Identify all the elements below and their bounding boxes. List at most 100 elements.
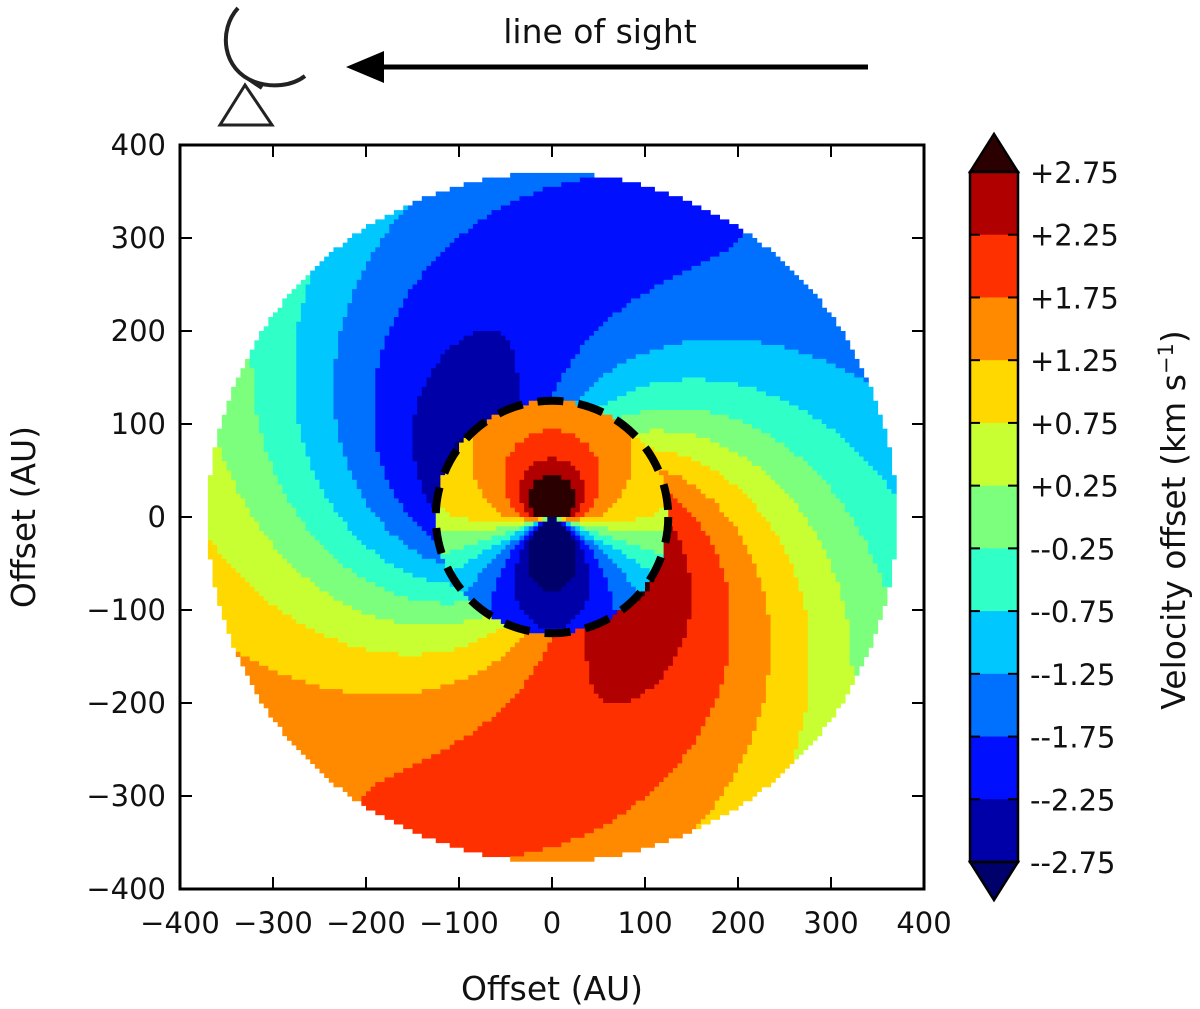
heatmap-cell-run: [640, 596, 693, 602]
heatmap-cell-run: [570, 507, 581, 513]
heatmap-cell-run: [538, 517, 544, 523]
heatmap-cell-run: [356, 484, 390, 490]
heatmap-cell-run: [231, 642, 348, 648]
heatmap-cell-run: [370, 256, 437, 262]
heatmap-cell-run: [505, 530, 516, 537]
heatmap-cell-run: [561, 377, 600, 383]
heatmap-cell-run: [333, 372, 376, 379]
heatmap-cell-run: [589, 442, 632, 448]
heatmap-cell-run: [486, 665, 534, 672]
heatmap-cell-run: [798, 586, 841, 592]
colorbar-tick-label: +0.25: [1030, 470, 1119, 504]
heatmap-cell-run: [254, 689, 344, 695]
heatmap-cell-run: [291, 614, 376, 620]
heatmap-cell-run: [686, 623, 730, 630]
heatmap-cell-run: [654, 684, 720, 690]
heatmap-cell-run: [347, 521, 386, 527]
heatmap-cell-run: [868, 549, 897, 555]
heatmap-cell-run: [784, 489, 832, 495]
heatmap-cell-run: [268, 451, 307, 458]
colorbar-segment: [970, 422, 1018, 487]
heatmap-cell-run: [682, 503, 720, 509]
heatmap-cell-run: [375, 372, 432, 379]
heatmap-cell-run: [575, 558, 586, 565]
heatmap-cell-run: [561, 372, 604, 379]
heatmap-cell-run: [207, 498, 246, 504]
heatmap-cell-run: [519, 540, 525, 546]
heatmap-cell-run: [621, 493, 669, 499]
heatmap-cell-run: [658, 782, 730, 788]
heatmap-cell-run: [798, 405, 879, 411]
heatmap-cell-run: [803, 726, 823, 732]
heatmap-cell-run: [510, 451, 595, 458]
heatmap-cell-run: [217, 591, 260, 597]
heatmap-cell-run: [728, 447, 790, 453]
heatmap-cell-run: [375, 419, 414, 425]
heatmap-cell-run: [421, 386, 521, 393]
heatmap-cell-run: [593, 498, 618, 504]
heatmap-cell-run: [482, 549, 502, 555]
heatmap-cell-run: [700, 521, 734, 527]
heatmap-cell-run: [672, 493, 707, 499]
heatmap-cell-run: [584, 549, 595, 555]
heatmap-cell-run: [491, 558, 507, 565]
heatmap-cell-run: [366, 805, 632, 811]
y-tick-label: −100: [86, 593, 166, 627]
heatmap-cell-run: [565, 521, 572, 527]
heatmap-cell-run: [421, 526, 437, 532]
heatmap-cell-run: [477, 554, 497, 560]
heatmap-cell-run: [300, 517, 344, 523]
heatmap-cell-run: [300, 307, 348, 313]
heatmap-cell-run: [519, 382, 558, 388]
heatmap-cell-run: [389, 326, 600, 332]
colorbar-tick-label: +0.75: [1030, 407, 1119, 441]
heatmap-cell-run: [579, 349, 651, 355]
heatmap-cell-run: [770, 619, 809, 625]
heatmap-cell-run: [635, 354, 813, 360]
heatmap-cell-run: [533, 526, 539, 532]
heatmap-cell-run: [640, 591, 646, 597]
heatmap-cell-run: [347, 526, 386, 532]
heatmap-cell-run: [426, 265, 693, 272]
heatmap-cell-run: [775, 530, 818, 537]
heatmap-cell-run: [421, 833, 586, 839]
heatmap-cell-run: [645, 689, 720, 695]
heatmap-cell-run: [254, 377, 297, 383]
heatmap-cell-run: [296, 382, 335, 388]
heatmap-cell-run: [663, 344, 786, 351]
heatmap-cell-run: [603, 512, 655, 518]
heatmap-cell-run: [579, 535, 586, 541]
heatmap-cell-run: [393, 619, 465, 625]
heatmap-cell-run: [686, 633, 730, 639]
heatmap-cell-run: [296, 340, 339, 346]
heatmap-cell-run: [575, 503, 581, 509]
heatmap-cell-run: [538, 526, 567, 532]
heatmap-cell-run: [524, 610, 581, 616]
heatmap-cell-run: [528, 489, 576, 495]
heatmap-cell-run: [593, 549, 604, 555]
heatmap-cell-run: [728, 651, 772, 658]
heatmap-cell-run: [584, 540, 595, 546]
heatmap-cell-run: [719, 796, 753, 802]
heatmap-cell-run: [500, 656, 544, 662]
heatmap-cell-run: [668, 470, 720, 476]
heatmap-cell-run: [724, 572, 758, 579]
heatmap-cell-run: [719, 689, 767, 695]
heatmap-cell-run: [575, 614, 614, 620]
heatmap-cell-run: [254, 396, 297, 402]
heatmap-cell-run: [296, 396, 335, 402]
heatmap-cell-run: [370, 507, 404, 513]
heatmap-cell-run: [575, 498, 586, 504]
heatmap-cell-run: [305, 298, 353, 304]
heatmap-cell-run: [403, 298, 632, 304]
heatmap-cell-run: [375, 447, 414, 453]
heatmap-cell-run: [700, 526, 739, 532]
heatmap-cell-run: [333, 396, 376, 402]
heatmap-cell-run: [333, 782, 376, 788]
heatmap-cell-run: [393, 321, 604, 327]
heatmap-cell-run: [440, 684, 525, 690]
heatmap-cell-run: [686, 554, 720, 560]
heatmap-cell-run: [719, 507, 758, 513]
heatmap-cell-run: [612, 503, 665, 509]
heatmap-cell-run: [575, 568, 590, 574]
